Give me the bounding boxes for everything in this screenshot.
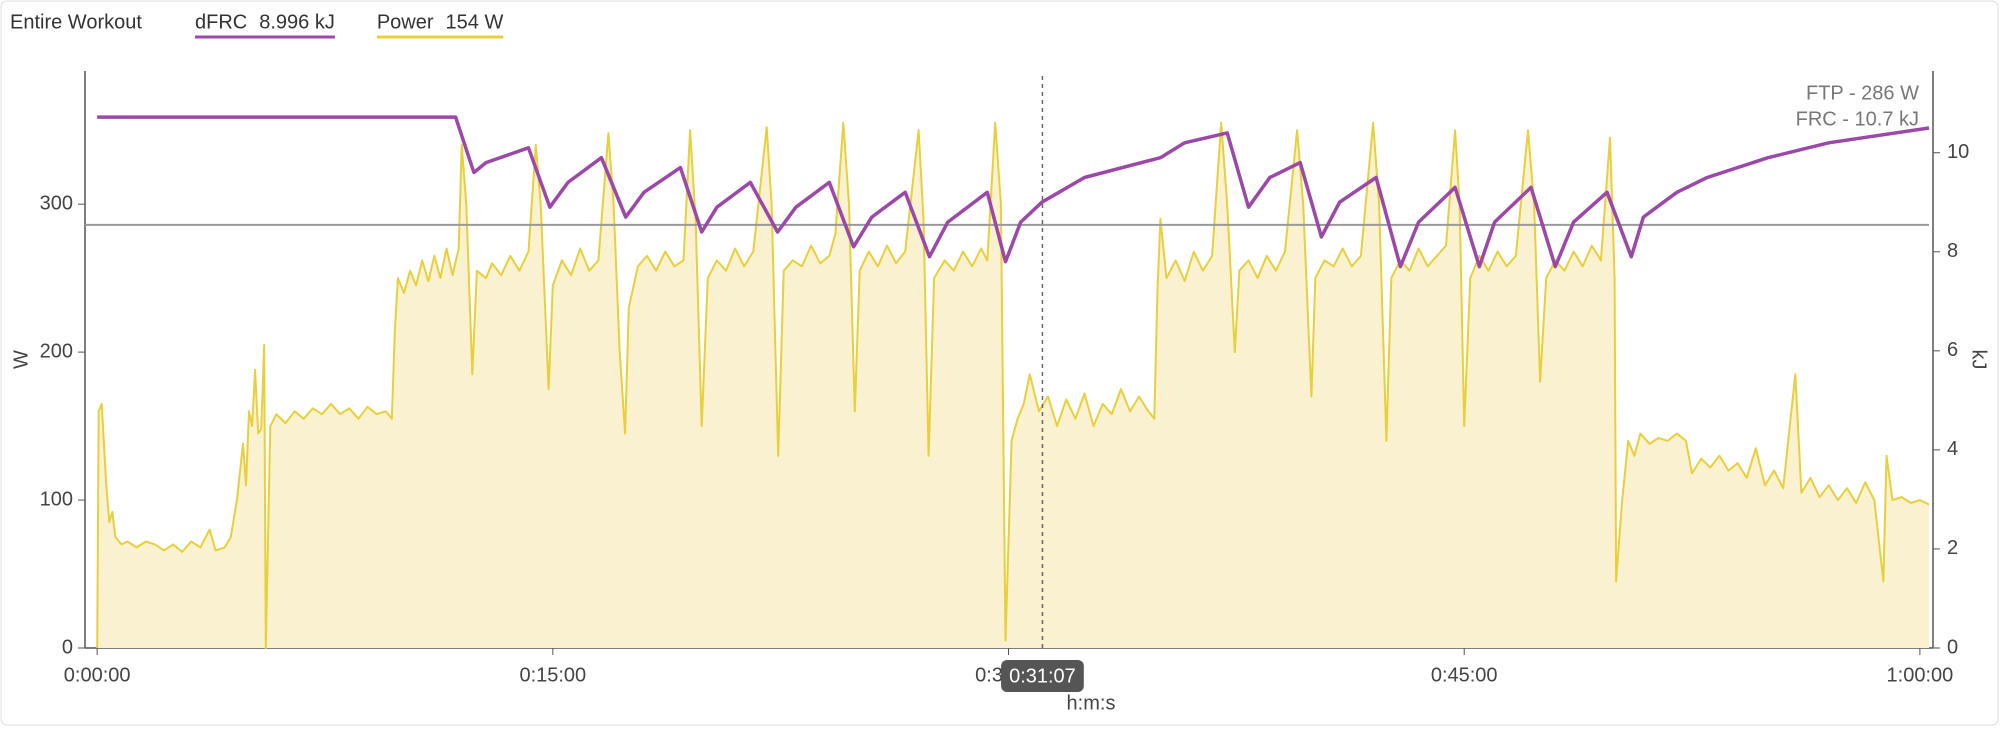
cursor-badge [1001,660,1084,692]
power-line [96,121,1930,649]
legend-readout: 154 W [446,11,504,33]
y-tick-label: 200 [40,340,73,362]
ftp-label: FTP - 286 W [1806,82,1919,104]
x-tick-label: 0:00:00 [64,664,131,686]
y2-tick-label: 2 [1947,537,1958,559]
y2-axis-label: kJ [1968,350,1990,370]
legend-name: dFRC [195,11,247,33]
y-axis-label: W [10,350,32,369]
legend-readout: 8.996 kJ [259,11,335,33]
cursor-label: 0:31:07 [1009,665,1076,687]
y-tick-label: 100 [40,488,73,510]
range-label[interactable]: Entire Workout [10,11,142,33]
dfrc-line [97,115,1930,269]
y-tick-label: 300 [40,192,73,214]
frc-label: FRC - 10.7 kJ [1796,108,1919,130]
y-tick-label: 0 [62,636,73,658]
y2-tick-label: 6 [1947,339,1958,361]
power-area [97,122,1929,649]
y2-tick-label: 8 [1947,240,1958,262]
y2-tick-label: 10 [1947,141,1969,163]
x-tick-label: 1:00:00 [1887,664,1954,686]
x-tick-label: 0:15:00 [519,664,586,686]
y2-tick-label: 0 [1947,636,1958,658]
x-tick-label: 0:45:00 [1431,664,1498,686]
x-axis-label: h:m:s [1067,692,1116,714]
y2-tick-label: 4 [1947,438,1958,460]
legend-name: Power [377,11,434,33]
